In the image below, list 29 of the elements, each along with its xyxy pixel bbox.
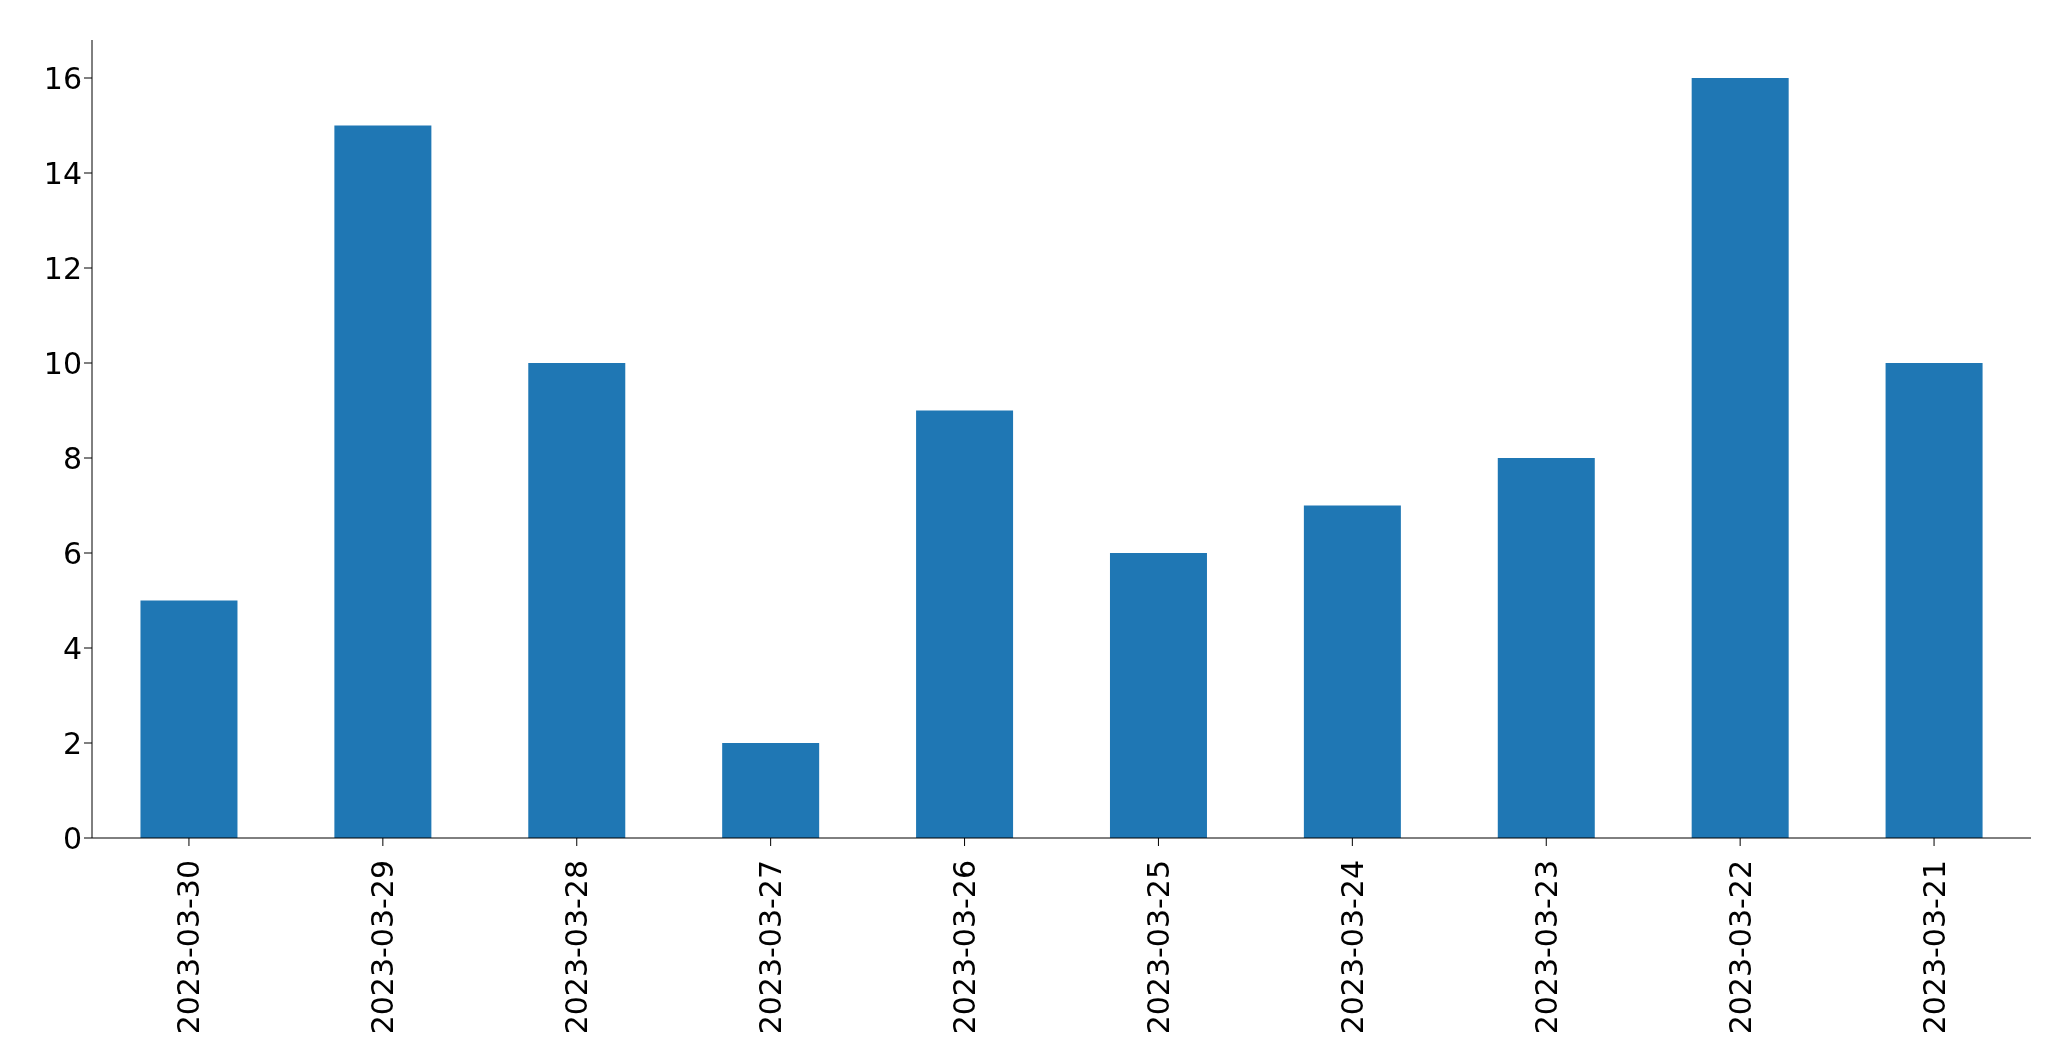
bar (1497, 458, 1595, 838)
y-tick-label: 12 (43, 250, 82, 286)
y-tick-label: 0 (62, 820, 82, 856)
y-tick-label: 4 (62, 630, 82, 666)
x-tick-label: 2023-03-23 (1528, 860, 1564, 1035)
y-tick-label: 16 (43, 60, 82, 96)
bar (1885, 363, 1983, 838)
x-tick-label: 2023-03-22 (1722, 860, 1758, 1035)
x-tick-label: 2023-03-25 (1140, 860, 1176, 1035)
bar (1303, 505, 1401, 838)
bar (1691, 78, 1789, 838)
x-tick-label: 2023-03-28 (559, 860, 595, 1035)
bar (722, 743, 820, 838)
x-tick-label: 2023-03-30 (171, 860, 207, 1035)
bar (528, 363, 626, 838)
x-tick-label: 2023-03-29 (365, 860, 401, 1035)
y-tick-label: 10 (43, 345, 82, 381)
bar (334, 125, 432, 838)
x-tick-label: 2023-03-27 (753, 860, 789, 1035)
bar (140, 600, 238, 838)
x-tick-label: 2023-03-21 (1916, 860, 1952, 1035)
y-tick-label: 6 (62, 535, 82, 571)
y-tick-label: 14 (43, 155, 82, 191)
bar (916, 410, 1014, 838)
y-tick-label: 2 (62, 725, 82, 761)
x-tick-label: 2023-03-26 (947, 860, 983, 1035)
bar (1109, 553, 1207, 838)
x-tick-label: 2023-03-24 (1334, 860, 1370, 1035)
y-tick-label: 8 (62, 440, 82, 476)
